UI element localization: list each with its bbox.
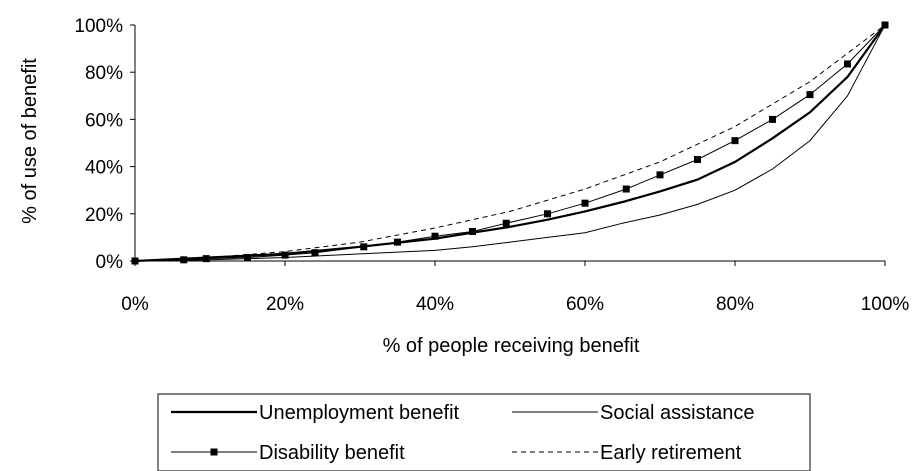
x-tick-label: 60% xyxy=(566,294,604,315)
legend: Unemployment benefit Social assistance Dis… xyxy=(157,393,811,471)
data-point xyxy=(469,228,476,235)
data-point xyxy=(202,255,210,263)
y-axis-ticks: 0% 20% 40% 60% 80% 100% xyxy=(74,16,135,273)
data-point xyxy=(180,256,188,264)
data-point xyxy=(502,219,510,227)
data-point xyxy=(360,243,368,251)
data-point xyxy=(244,253,251,261)
data-point xyxy=(394,238,401,246)
x-tick-label: 0% xyxy=(121,294,149,315)
legend-item: Unemployment benefit xyxy=(171,402,460,424)
y-tick-label: 40% xyxy=(85,158,123,179)
data-point xyxy=(544,210,551,218)
legend-label: Social assistance xyxy=(600,402,755,424)
legend-marker xyxy=(210,448,218,456)
data-point xyxy=(769,115,776,123)
legend-label: Early retirement xyxy=(600,442,742,464)
y-tick-label: 100% xyxy=(74,16,123,37)
data-point xyxy=(431,232,439,240)
legend-label: Unemployment benefit xyxy=(259,402,460,424)
y-tick-label: 60% xyxy=(85,110,123,131)
data-point xyxy=(694,156,701,164)
data-point xyxy=(844,60,851,68)
legend-label: Disability benefit xyxy=(259,442,405,464)
y-axis-title: % of use of benefit xyxy=(19,58,41,224)
data-point xyxy=(656,171,664,179)
y-tick-label: 20% xyxy=(85,205,123,226)
series-4 xyxy=(134,24,886,262)
series-line xyxy=(134,24,886,262)
series-line xyxy=(134,24,886,262)
series-line xyxy=(134,24,886,262)
x-tick-label: 20% xyxy=(266,294,304,315)
legend-item: Social assistance xyxy=(512,402,755,424)
data-point xyxy=(581,199,589,207)
x-axis-title: % of people receiving benefit xyxy=(383,335,640,357)
x-axis-ticks: 0% 20% 40% 60% 80% 100% xyxy=(121,261,909,315)
series-layer xyxy=(131,21,889,265)
data-point xyxy=(806,91,814,99)
data-point xyxy=(622,185,630,193)
data-point xyxy=(281,251,289,259)
y-tick-label: 0% xyxy=(96,252,124,273)
series-1 xyxy=(134,24,886,263)
series-2 xyxy=(134,24,886,262)
series-line xyxy=(134,24,886,263)
legend-item: Early retirement xyxy=(512,442,742,464)
series-3 xyxy=(131,21,889,265)
legend-item: Disability benefit xyxy=(171,442,405,464)
y-tick-label: 80% xyxy=(85,63,123,84)
data-point xyxy=(311,249,319,257)
legend-box xyxy=(157,393,811,471)
x-tick-label: 40% xyxy=(416,294,454,315)
x-tick-label: 80% xyxy=(716,294,754,315)
x-tick-label: 100% xyxy=(861,294,910,315)
data-point xyxy=(731,137,739,145)
